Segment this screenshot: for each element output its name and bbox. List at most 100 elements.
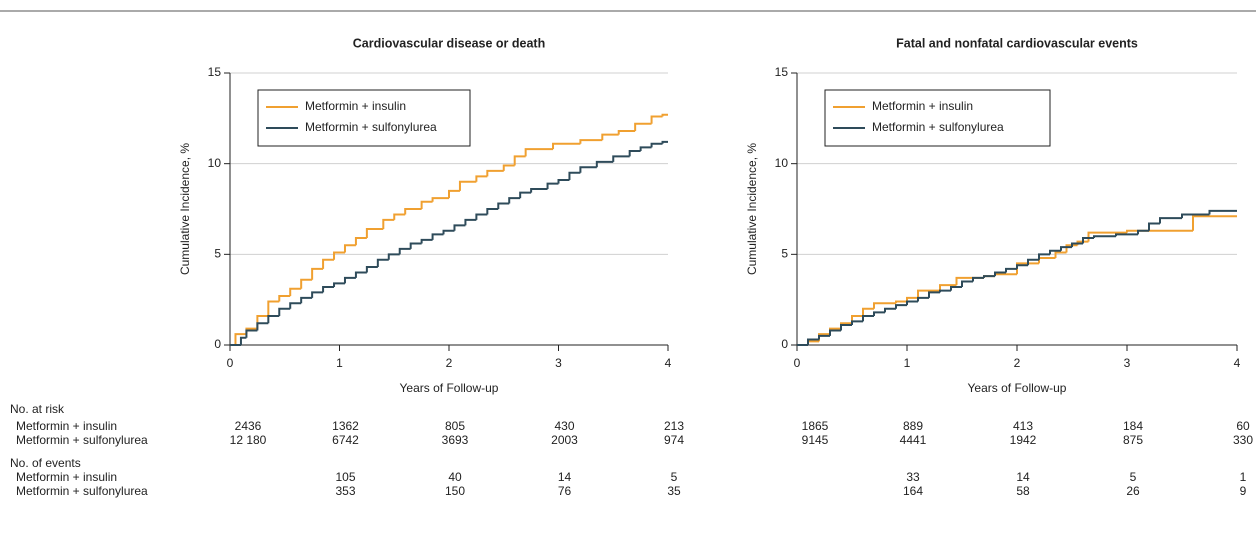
- at-risk-value: 974: [664, 433, 684, 447]
- step-segment: [333, 282, 345, 287]
- step-segment: [1049, 249, 1061, 255]
- step-segment: [612, 155, 630, 162]
- step-segment: [1060, 246, 1072, 251]
- step-segment: [475, 213, 488, 220]
- step-segment: [530, 188, 548, 193]
- x-tick-label: 3: [1124, 356, 1131, 370]
- y-tick-label: 0: [214, 337, 221, 351]
- legend-label: Metformin + sulfonylurea: [305, 120, 437, 134]
- step-segment: [1016, 262, 1028, 275]
- at-risk-value: 889: [903, 419, 923, 433]
- x-tick-label: 2: [446, 356, 453, 370]
- step-segment: [840, 324, 852, 331]
- step-segment: [1192, 215, 1237, 231]
- row-label: Metformin + sulfonylurea: [16, 484, 148, 498]
- events-value: 1: [1240, 470, 1247, 484]
- step-segment: [267, 300, 280, 316]
- events-value: 26: [1126, 484, 1140, 498]
- step-segment: [343, 276, 356, 284]
- step-segment: [508, 197, 521, 204]
- step-segment: [972, 276, 984, 282]
- step-segment: [601, 133, 619, 141]
- legend-box: [257, 89, 471, 147]
- events-value: 58: [1016, 484, 1030, 498]
- step-segment: [278, 307, 291, 316]
- at-risk-value: 213: [664, 419, 684, 433]
- step-segment: [955, 276, 973, 286]
- step-segment: [961, 280, 973, 287]
- step-segment: [1027, 258, 1039, 266]
- chart-title: Cardiovascular disease or death: [353, 36, 545, 50]
- at-risk-value: 430: [554, 419, 574, 433]
- step-segment: [873, 302, 896, 309]
- step-segment: [333, 251, 345, 260]
- step-segment: [634, 122, 652, 132]
- step-segment: [420, 200, 433, 209]
- at-risk-value: 60: [1236, 419, 1250, 433]
- events-value: 105: [335, 470, 355, 484]
- step-segment: [895, 300, 907, 304]
- step-segment: [354, 237, 367, 246]
- at-risk-value: 1362: [332, 419, 359, 433]
- x-tick-label: 1: [904, 356, 911, 370]
- step-segment: [917, 296, 929, 302]
- step-segment: [928, 291, 940, 298]
- row-label: Metformin + sulfonylurea: [16, 433, 148, 447]
- at-risk-value: 330: [1233, 433, 1253, 447]
- step-segment: [818, 334, 830, 340]
- step-segment: [453, 224, 466, 231]
- step-segment: [873, 311, 885, 316]
- step-segment: [862, 314, 874, 322]
- at-risk-value: 413: [1013, 419, 1033, 433]
- step-segment: [486, 169, 504, 177]
- step-segment: [404, 208, 422, 215]
- at-risk-value: 2003: [551, 433, 578, 447]
- step-segment: [524, 148, 554, 157]
- step-line: [797, 215, 1237, 346]
- step-segment: [1071, 242, 1083, 248]
- at-risk-value: 184: [1123, 419, 1143, 433]
- y-tick-label: 10: [208, 156, 222, 170]
- step-segment: [245, 329, 258, 338]
- step-segment: [829, 329, 841, 336]
- step-segment: [557, 178, 570, 184]
- step-segment: [650, 115, 663, 124]
- step-segment: [1065, 244, 1078, 253]
- at-risk-value: 4441: [900, 433, 927, 447]
- x-tick-label: 4: [665, 356, 672, 370]
- step-segment: [1159, 217, 1182, 224]
- x-tick-label: 4: [1234, 356, 1241, 370]
- step-segment: [628, 149, 641, 157]
- step-segment: [939, 284, 957, 291]
- step-segment: [464, 218, 477, 226]
- step-segment: [322, 258, 335, 269]
- step-segment: [983, 275, 995, 278]
- y-axis-label: Cumulative Incidence, %: [178, 143, 192, 275]
- step-segment: [595, 160, 614, 168]
- y-tick-label: 10: [775, 156, 789, 170]
- events-value: 150: [445, 484, 465, 498]
- step-segment: [807, 338, 819, 345]
- at-risk-value: 805: [445, 419, 465, 433]
- events-value: 40: [448, 470, 462, 484]
- x-tick-label: 0: [794, 356, 801, 370]
- x-axis-label: Years of Follow-up: [968, 381, 1067, 395]
- step-segment: [617, 130, 636, 135]
- step-segment: [1137, 229, 1149, 235]
- at-risk-label: No. at risk: [10, 402, 65, 416]
- step-segment: [300, 278, 313, 289]
- step-segment: [519, 191, 532, 199]
- step-segment: [950, 285, 962, 291]
- events-value: 14: [558, 470, 572, 484]
- step-segment: [568, 171, 581, 180]
- step-segment: [354, 271, 367, 278]
- events-value: 35: [667, 484, 681, 498]
- step-segment: [807, 340, 819, 345]
- x-tick-label: 0: [227, 356, 234, 370]
- step-segment: [393, 213, 406, 220]
- step-segment: [311, 291, 324, 298]
- step-segment: [497, 202, 510, 209]
- step-segment: [661, 140, 668, 144]
- step-segment: [289, 302, 302, 309]
